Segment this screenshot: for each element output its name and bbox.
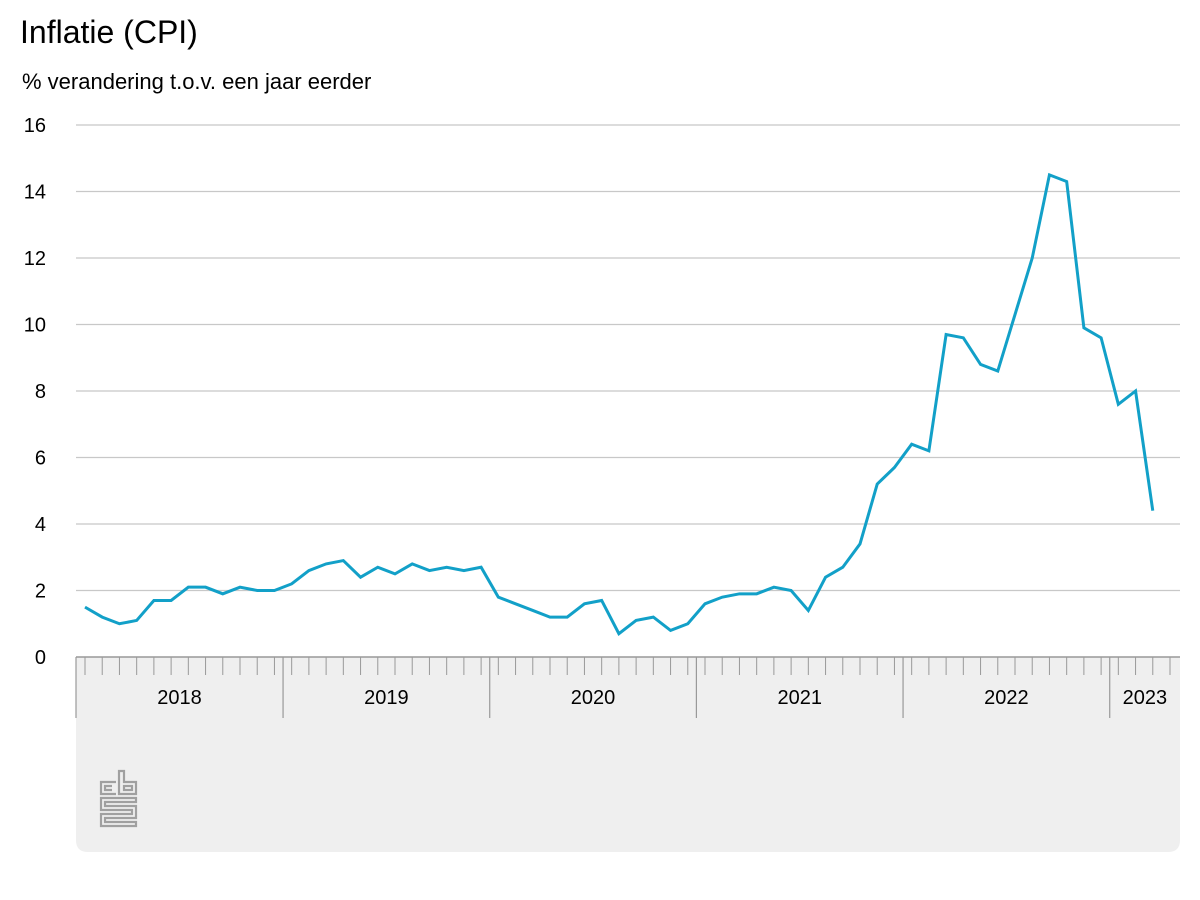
y-tick-label: 4	[35, 514, 46, 536]
series-line	[84, 172, 1155, 637]
y-tick-label: 12	[24, 248, 46, 270]
x-year-label: 2020	[571, 687, 616, 709]
x-year-label: 2019	[364, 687, 409, 709]
y-tick-label: 8	[35, 381, 46, 403]
y-tick-label: 6	[35, 448, 46, 470]
x-year-label: 2018	[157, 687, 202, 709]
chart-subtitle: % verandering t.o.v. een jaar eerder	[22, 69, 372, 94]
x-year-label: 2022	[984, 687, 1029, 709]
y-axis: 0 2 4 6 8 10 12 14 16	[24, 115, 46, 669]
chart-title: Inflatie (CPI)	[20, 14, 198, 50]
x-axis-band	[76, 657, 1180, 852]
x-axis: 2018 2019 2020 2021 2022 2023	[75, 657, 1171, 718]
cbs-logo-icon	[99, 769, 138, 828]
cbs-logo-icon	[99, 769, 138, 828]
y-tick-label: 2	[35, 581, 46, 603]
y-tick-label: 0	[35, 647, 46, 669]
axis-band-panel	[76, 657, 1180, 852]
y-tick-label: 16	[24, 115, 46, 137]
y-tick-label: 10	[24, 315, 46, 337]
series	[84, 172, 1155, 637]
x-year-label: 2023	[1123, 687, 1168, 709]
y-tick-label: 14	[24, 182, 46, 204]
gridlines	[76, 124, 1180, 658]
x-year-label: 2021	[777, 687, 822, 709]
